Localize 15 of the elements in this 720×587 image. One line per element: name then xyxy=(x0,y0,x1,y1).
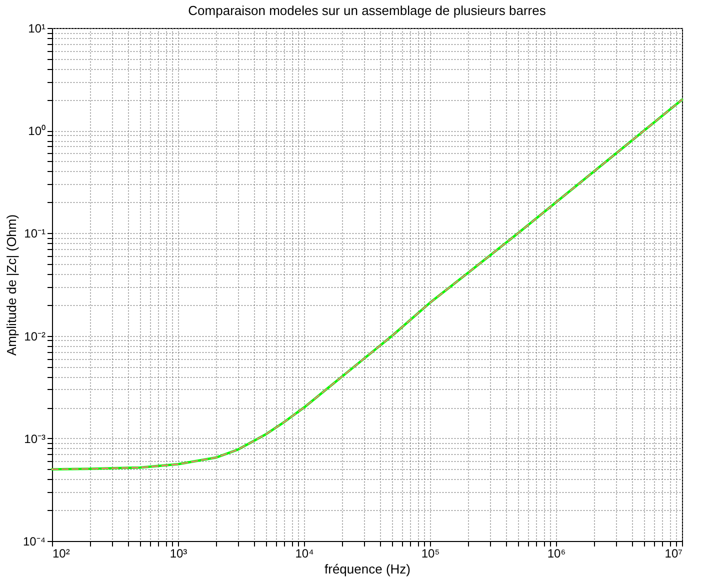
y-tick-label: 10⁻¹ xyxy=(24,226,46,241)
x-tick-label: 10⁶ xyxy=(547,546,566,560)
x-tick-label: 10⁵ xyxy=(421,546,440,560)
y-tick-label: 10⁻² xyxy=(24,329,46,344)
y-tick-label: 10¹ xyxy=(28,22,46,36)
y-tick-label: 10⁰ xyxy=(28,124,46,138)
x-tick-label: 10² xyxy=(52,546,70,560)
x-axis-title: fréquence (Hz) xyxy=(324,562,410,576)
x-tick-label: 10⁴ xyxy=(295,546,314,560)
y-tick-label: 10⁻⁴ xyxy=(22,534,46,548)
y-axis-title: Amplitude de |Zc| (Ohm) xyxy=(4,214,19,356)
chart-title: Comparaison modeles sur un assemblage de plusieurs barres xyxy=(188,3,546,18)
x-tick-label: 10³ xyxy=(170,546,188,560)
x-tick-label: 10⁷ xyxy=(664,546,682,560)
y-tick-label: 10⁻³ xyxy=(24,432,46,446)
